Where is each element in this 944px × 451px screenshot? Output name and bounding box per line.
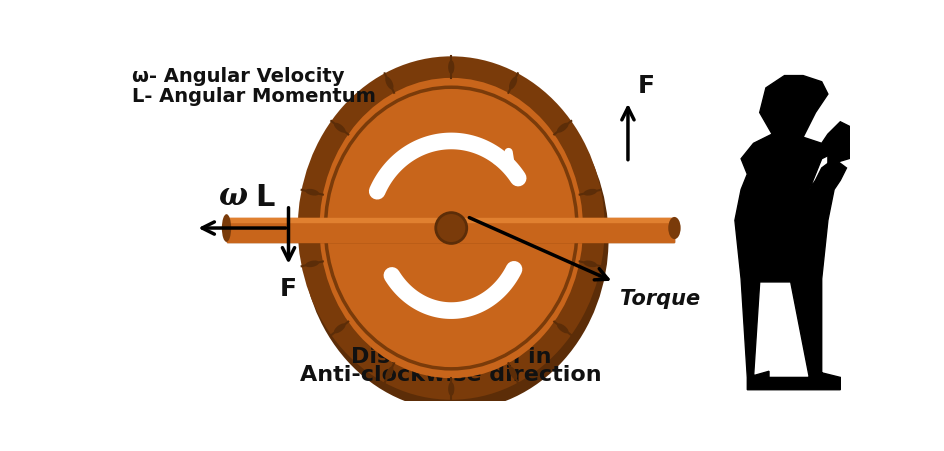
- Ellipse shape: [557, 124, 568, 133]
- Ellipse shape: [319, 79, 583, 378]
- Text: Disk Rotation in: Disk Rotation in: [351, 346, 551, 366]
- Text: Torque: Torque: [620, 289, 700, 308]
- Ellipse shape: [509, 78, 517, 90]
- Ellipse shape: [583, 189, 598, 196]
- Ellipse shape: [583, 261, 598, 267]
- Ellipse shape: [297, 57, 605, 400]
- Text: Anti-clockwise direction: Anti-clockwise direction: [300, 364, 602, 384]
- Ellipse shape: [334, 324, 346, 334]
- Ellipse shape: [306, 189, 319, 196]
- Text: F: F: [637, 74, 654, 98]
- Ellipse shape: [385, 78, 394, 90]
- Ellipse shape: [385, 367, 394, 380]
- Ellipse shape: [509, 367, 517, 380]
- Text: ω: ω: [218, 181, 247, 212]
- Ellipse shape: [557, 324, 568, 334]
- Polygon shape: [828, 132, 865, 166]
- Ellipse shape: [668, 217, 681, 239]
- Text: L- Angular Momentum: L- Angular Momentum: [132, 87, 376, 106]
- Ellipse shape: [302, 68, 609, 410]
- Ellipse shape: [334, 124, 346, 133]
- Ellipse shape: [448, 61, 454, 75]
- Text: F: F: [280, 276, 297, 300]
- Ellipse shape: [436, 213, 466, 244]
- Polygon shape: [734, 76, 852, 390]
- Text: L: L: [256, 183, 275, 212]
- Ellipse shape: [448, 382, 454, 396]
- Ellipse shape: [306, 261, 319, 267]
- Ellipse shape: [222, 215, 231, 242]
- Text: ω- Angular Velocity: ω- Angular Velocity: [132, 67, 345, 86]
